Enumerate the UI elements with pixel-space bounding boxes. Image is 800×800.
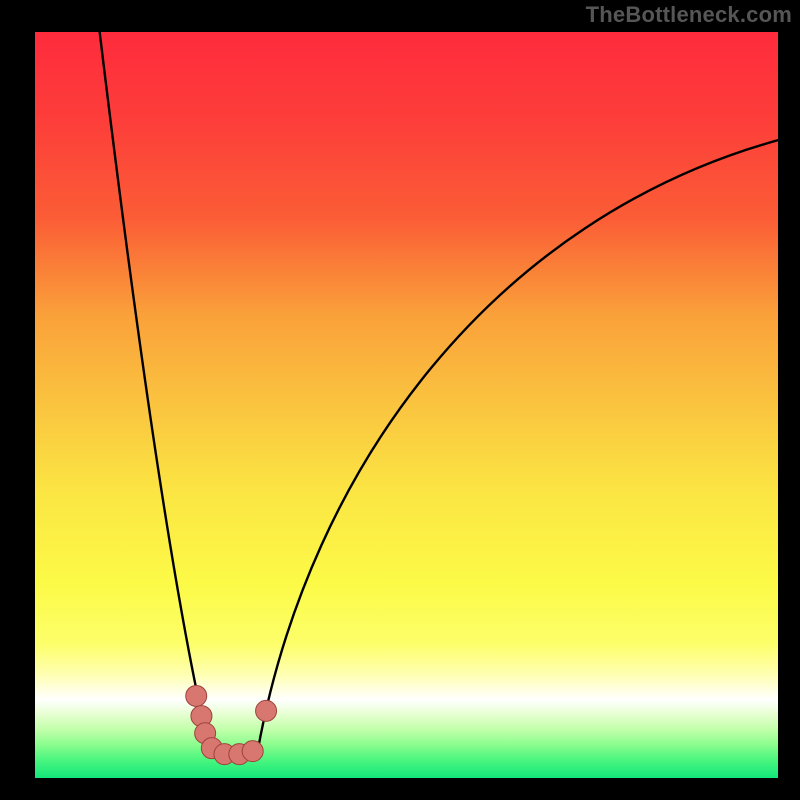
data-marker [242,741,263,762]
chart-canvas: TheBottleneck.com [0,0,800,800]
gradient-background [35,32,778,778]
data-marker [186,685,207,706]
watermark-text: TheBottleneck.com [586,2,792,28]
plot-area [35,32,778,778]
data-marker [256,700,277,721]
